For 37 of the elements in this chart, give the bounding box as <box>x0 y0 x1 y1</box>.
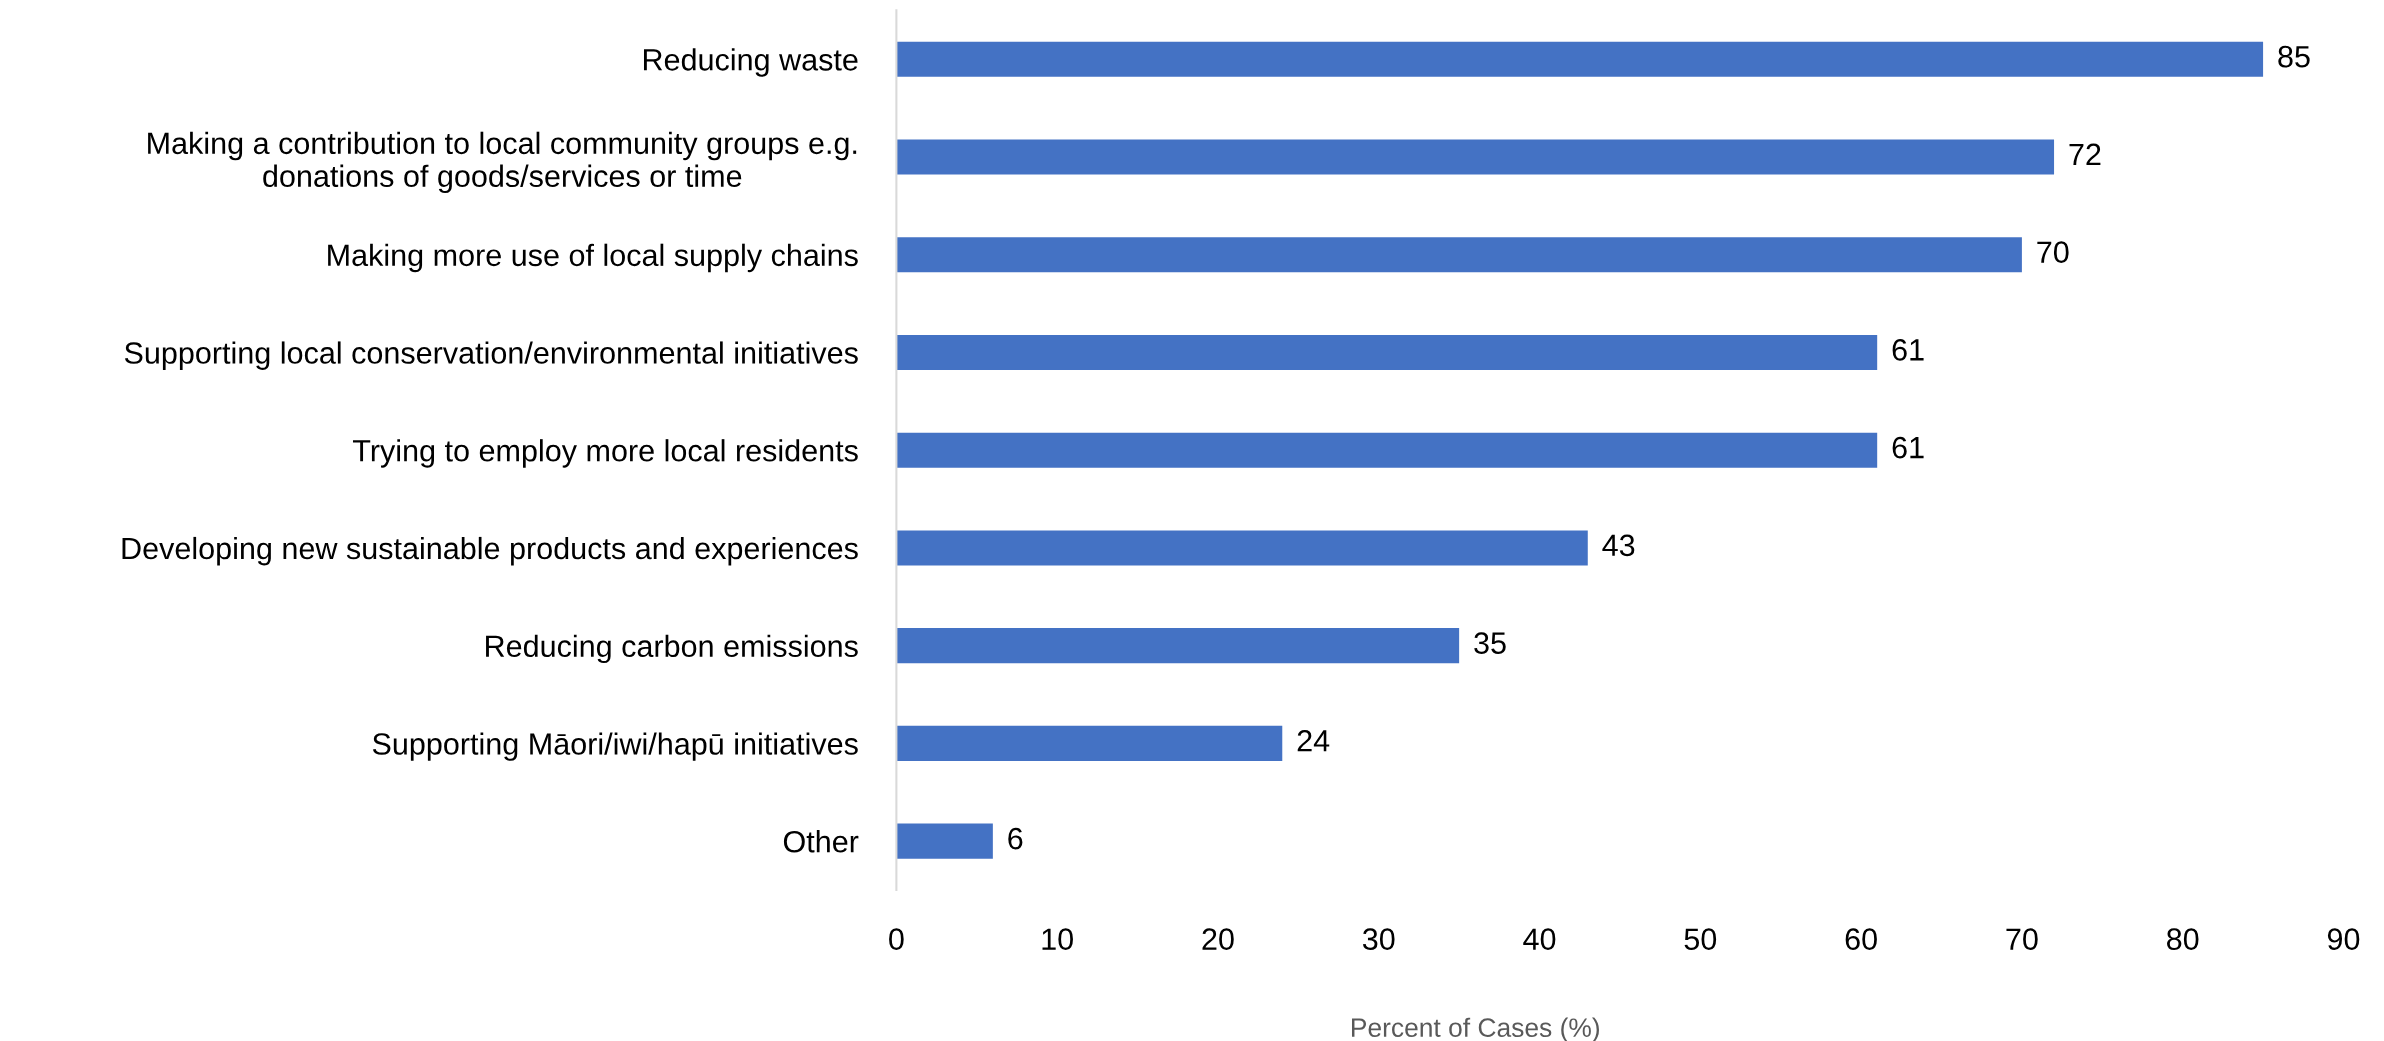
y-tick-label: Reducing carbon emissions <box>486 634 858 664</box>
y-tick-label: Making a contribution to local community groups e.g. donations of goods/services or time <box>148 131 857 194</box>
data-label: 85 <box>2278 45 2310 68</box>
y-tick-label: Supporting local conservation/environmental initiatives <box>124 341 858 370</box>
data-label: 61 <box>1892 436 1924 459</box>
y-tick-label: Other <box>783 830 859 853</box>
y-tick-label: Reducing waste <box>643 48 858 77</box>
y-tick-label: Supporting Māori/iwi/hapū initiatives <box>372 732 858 761</box>
x-tick-label: 50 <box>1684 928 1717 950</box>
bar <box>896 41 2264 77</box>
bar <box>896 530 1588 566</box>
bar <box>896 432 1878 468</box>
bar <box>896 334 1878 371</box>
x-tick-label: 90 <box>2327 928 2360 950</box>
x-tick-label: 40 <box>1523 928 1556 950</box>
x-tick-label: 0 <box>889 928 904 950</box>
data-label: 61 <box>1892 339 1924 361</box>
y-tick-label: Trying to employ more local residents <box>352 439 858 468</box>
x-tick-label: 80 <box>2167 928 2199 950</box>
data-label: 35 <box>1474 632 1506 654</box>
bar <box>896 139 2055 175</box>
x-tick-label: 20 <box>1202 928 1234 950</box>
x-tick-label: 10 <box>1042 928 1073 950</box>
bar <box>896 628 1460 664</box>
bar <box>896 823 993 859</box>
x-tick-label: 30 <box>1362 928 1395 950</box>
bar <box>896 237 2022 273</box>
data-label: 70 <box>2037 241 2069 263</box>
y-tick-label: Developing new sustainable products and experiences <box>122 536 858 566</box>
y-tick-label: Making more use of local supply chains <box>328 243 858 273</box>
data-label: 6 <box>1008 827 1023 850</box>
data-label: 43 <box>1602 534 1635 557</box>
data-label: 24 <box>1297 730 1330 752</box>
x-tick-label: 60 <box>1845 928 1877 950</box>
x-tick-label: 70 <box>2006 928 2038 950</box>
bar <box>896 725 1283 762</box>
data-label: 72 <box>2069 143 2101 165</box>
